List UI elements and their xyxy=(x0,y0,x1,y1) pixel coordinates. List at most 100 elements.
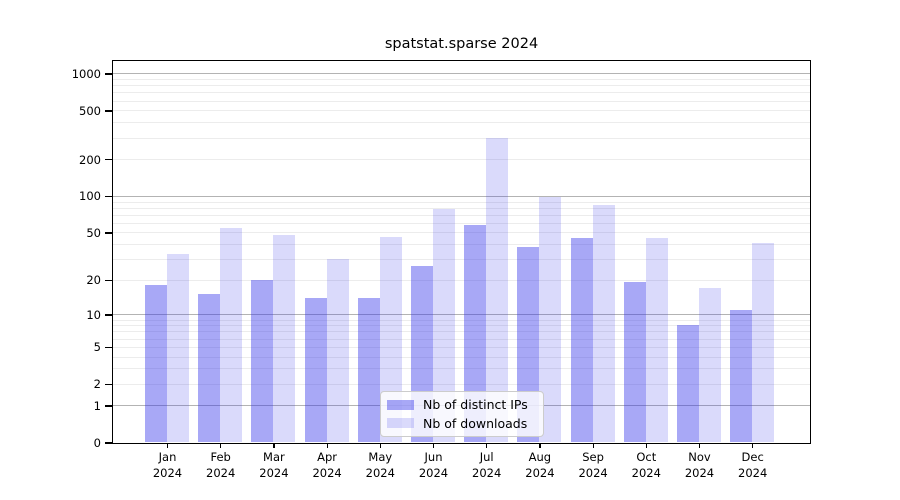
bar-distinct-ips xyxy=(677,325,699,443)
x-tick-label-line: Jan xyxy=(158,450,177,464)
plot-area xyxy=(111,59,811,444)
x-tick xyxy=(486,443,488,448)
x-tick-label-line: Oct xyxy=(636,450,657,464)
x-tick-label-line: 2024 xyxy=(259,465,289,480)
x-tick-label-line: Jul xyxy=(479,450,494,464)
bar-downloads xyxy=(645,237,668,443)
y-grid-minor xyxy=(112,122,810,124)
x-tick-label-line: Feb xyxy=(210,450,231,464)
y-tick xyxy=(104,195,112,198)
y-grid-major xyxy=(112,314,810,316)
y-tick-label: 500 xyxy=(79,103,101,118)
x-tick xyxy=(379,443,381,448)
legend-label-downloads: Nb of downloads xyxy=(423,415,528,431)
x-tick-label-line: Nov xyxy=(688,450,711,464)
bar-downloads xyxy=(699,288,721,443)
x-tick-label-line: 2024 xyxy=(206,465,236,480)
bar-distinct-ips xyxy=(304,297,327,443)
y-grid-minor xyxy=(112,207,810,209)
x-tick-label-line: 2024 xyxy=(684,465,715,480)
y-grid-minor xyxy=(112,159,810,161)
x-tick-label-line: 2024 xyxy=(312,465,342,480)
y-tick-label: 1000 xyxy=(71,66,101,81)
x-tick xyxy=(273,443,275,448)
x-tick-label: Mar 2024 xyxy=(242,450,306,481)
y-grid-minor xyxy=(112,110,810,112)
y-tick xyxy=(104,442,112,444)
y-tick xyxy=(104,232,112,234)
legend-swatch-downloads xyxy=(387,418,414,428)
x-tick-label: Nov 2024 xyxy=(668,450,732,481)
bar-downloads xyxy=(273,234,296,443)
y-grid-minor xyxy=(112,92,810,94)
y-tick xyxy=(104,159,112,161)
y-grid-minor xyxy=(112,79,810,81)
x-tick-label-line: 2024 xyxy=(525,465,555,480)
y-grid-minor xyxy=(112,85,810,87)
x-tick xyxy=(166,443,169,448)
x-tick-label: Aug 2024 xyxy=(508,450,572,481)
y-grid-minor xyxy=(112,201,810,203)
y-grid-minor xyxy=(112,244,810,246)
bar-distinct-ips xyxy=(730,309,753,443)
legend-label-distinct-ips: Nb of distinct IPs xyxy=(423,397,528,413)
y-tick xyxy=(104,73,112,75)
x-tick-label-line: May xyxy=(368,450,393,464)
y-tick-label: 1 xyxy=(93,398,101,413)
bar-downloads xyxy=(539,197,562,443)
y-grid-minor xyxy=(112,319,810,321)
y-tick-label: 50 xyxy=(86,225,101,240)
y-grid-minor xyxy=(112,137,810,139)
bar-downloads xyxy=(433,209,455,443)
x-tick-label-line: 2024 xyxy=(472,465,502,480)
y-tick xyxy=(104,346,112,348)
x-tick-label-line: Jun xyxy=(424,450,443,464)
legend-item-distinct-ips: Nb of distinct IPs xyxy=(387,397,537,412)
bar-downloads xyxy=(167,254,189,443)
x-tick-label: Dec 2024 xyxy=(721,450,785,481)
y-grid-minor xyxy=(112,383,810,385)
y-grid-minor xyxy=(112,338,810,340)
y-tick-label: 5 xyxy=(93,340,101,355)
y-tick-label: 10 xyxy=(86,307,101,322)
x-tick-label: Feb 2024 xyxy=(189,450,253,481)
y-tick-label: 2 xyxy=(93,377,101,392)
y-grid-minor xyxy=(112,331,810,333)
x-tick-label: Apr 2024 xyxy=(295,450,359,481)
y-grid-major xyxy=(112,73,810,75)
x-tick xyxy=(539,443,541,448)
y-grid-minor xyxy=(112,222,810,224)
y-tick xyxy=(104,405,112,407)
y-tick-label: 0 xyxy=(93,436,101,450)
x-tick-label-line: 2024 xyxy=(631,465,661,480)
x-tick xyxy=(220,443,222,448)
y-tick-label: 20 xyxy=(86,273,101,288)
x-tick-label: Jul 2024 xyxy=(455,450,519,481)
y-grid-minor xyxy=(112,325,810,327)
x-tick-label-line: Sep xyxy=(582,450,604,464)
bar-downloads xyxy=(752,242,775,443)
bar-distinct-ips xyxy=(623,282,646,443)
y-grid-major xyxy=(112,195,810,197)
bar-distinct-ips xyxy=(198,294,221,443)
legend-item-downloads: Nb of downloads xyxy=(387,416,537,431)
bar-downloads xyxy=(326,259,349,443)
x-tick-label-line: Mar xyxy=(263,450,285,464)
x-tick xyxy=(752,443,754,448)
bar-downloads xyxy=(486,137,509,443)
bar-distinct-ips xyxy=(570,237,593,443)
bar-downloads xyxy=(592,204,615,443)
x-tick-label: Jun 2024 xyxy=(402,450,466,481)
y-grid-minor xyxy=(112,279,810,281)
bar-distinct-ips xyxy=(251,279,274,443)
x-tick xyxy=(326,443,328,448)
y-tick-label: 100 xyxy=(79,189,101,204)
x-tick xyxy=(645,443,647,448)
x-tick-label: Sep 2024 xyxy=(561,450,625,481)
x-tick-label-line: 2024 xyxy=(152,465,183,480)
bar-distinct-ips xyxy=(357,297,380,443)
bar-distinct-ips xyxy=(464,224,487,443)
x-tick-label: Jan 2024 xyxy=(136,450,200,481)
y-grid-minor xyxy=(112,100,810,102)
